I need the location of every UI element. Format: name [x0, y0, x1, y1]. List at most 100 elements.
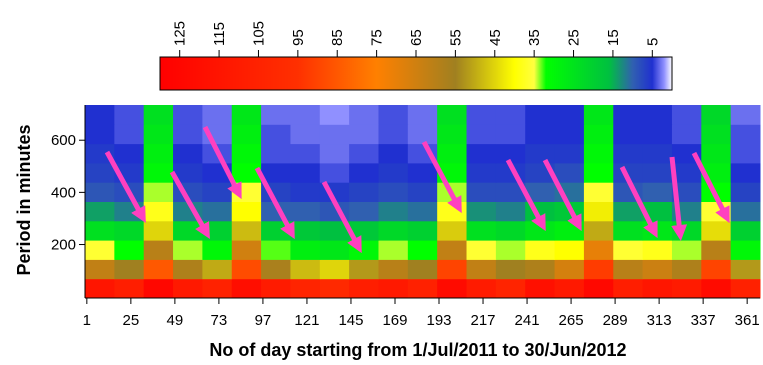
heat-cell	[290, 220, 321, 241]
heat-cell	[378, 182, 409, 202]
heat-cell	[730, 124, 761, 145]
heat-cell	[671, 105, 702, 125]
heat-cell	[378, 105, 409, 125]
colorbar-tick-label: 85	[329, 29, 346, 46]
heat-cell	[319, 143, 350, 164]
heat-cell	[583, 240, 614, 260]
heat-cell	[114, 105, 145, 125]
heat-cell	[290, 201, 321, 222]
heat-cell	[114, 143, 145, 164]
heat-cell	[642, 143, 673, 164]
heat-cell	[730, 143, 761, 164]
heat-cell	[378, 278, 409, 299]
heat-cell	[85, 240, 115, 260]
heat-cell	[85, 201, 115, 222]
heat-cell	[143, 278, 174, 299]
x-tick-label: 169	[382, 312, 407, 329]
heat-cell	[642, 259, 673, 280]
heat-cell	[261, 105, 291, 125]
heat-cell	[701, 220, 732, 241]
heat-cell	[202, 105, 233, 125]
heat-cell	[173, 259, 203, 280]
heat-cell	[730, 240, 761, 260]
heat-cell	[231, 240, 262, 260]
heat-cell	[349, 162, 379, 183]
heat-cell	[378, 220, 409, 241]
heat-cell	[85, 278, 115, 299]
heat-cell	[495, 105, 526, 125]
heat-cell	[554, 124, 585, 145]
heat-cell	[114, 240, 145, 260]
heat-cell	[554, 143, 585, 164]
heat-cell	[143, 162, 174, 183]
heat-cell	[730, 105, 761, 125]
heat-cell	[290, 162, 321, 183]
heat-cell	[319, 124, 350, 145]
x-tick-label: 121	[294, 312, 319, 329]
heat-cell	[143, 240, 174, 260]
heat-cell	[202, 278, 233, 299]
heat-cell	[466, 259, 497, 280]
heat-cell	[437, 220, 468, 241]
heat-cell	[701, 278, 732, 299]
heat-cell	[613, 259, 644, 280]
heat-cell	[202, 201, 233, 222]
x-tick-label: 289	[603, 312, 628, 329]
heat-cell	[554, 220, 585, 241]
heat-cell	[642, 278, 673, 299]
x-tick-label: 265	[559, 312, 584, 329]
heat-cell	[319, 259, 350, 280]
heat-cell	[143, 259, 174, 280]
heat-cell	[466, 105, 497, 125]
heat-cell	[407, 201, 438, 222]
arrow	[542, 158, 582, 232]
heat-cell	[261, 278, 291, 299]
heat-cell	[583, 220, 614, 241]
heat-cell	[231, 220, 262, 241]
heat-cell	[525, 182, 556, 202]
heat-cell	[466, 162, 497, 183]
heat-cell	[495, 143, 526, 164]
heat-cell	[525, 143, 556, 164]
heat-cell	[407, 105, 438, 125]
heat-cell	[495, 259, 526, 280]
heat-cell	[701, 143, 732, 164]
arrow	[619, 165, 658, 239]
heat-cell	[671, 162, 702, 183]
heat-cell	[437, 124, 468, 145]
heat-cell	[85, 143, 115, 164]
heat-cell	[319, 240, 350, 260]
heat-cell	[613, 220, 644, 241]
heat-cell	[583, 182, 614, 202]
y-axis-title: Period in minutes	[14, 124, 34, 275]
colorbar-tick-label: 25	[566, 29, 583, 46]
colorbar-tick-label: 95	[290, 29, 307, 46]
heat-cell	[143, 124, 174, 145]
heat-cell	[437, 240, 468, 260]
heat-cell	[642, 182, 673, 202]
heat-cell	[231, 105, 262, 125]
arrow	[169, 170, 210, 239]
heat-cell	[525, 124, 556, 145]
heat-cell	[349, 105, 379, 125]
heat-cell	[554, 162, 585, 183]
heat-cell	[114, 124, 145, 145]
colorbar-tick-label: 15	[605, 29, 622, 46]
heat-cell	[466, 201, 497, 222]
x-tick-label: 1	[83, 312, 91, 329]
heat-cell	[173, 105, 203, 125]
heat-cell	[85, 259, 115, 280]
heat-cell	[466, 278, 497, 299]
heat-cell	[173, 240, 203, 260]
heat-cell	[730, 182, 761, 202]
x-axis-title: No of day starting from 1/Jul/2011 to 30…	[209, 340, 626, 360]
heat-cell	[701, 259, 732, 280]
heat-cell	[701, 124, 732, 145]
heat-cell	[173, 143, 203, 164]
heat-cell	[202, 240, 233, 260]
heat-cell	[437, 259, 468, 280]
heat-cell	[525, 105, 556, 125]
heat-cell	[466, 240, 497, 260]
heat-cell	[613, 278, 644, 299]
colorbar-tick-label: 65	[408, 29, 425, 46]
